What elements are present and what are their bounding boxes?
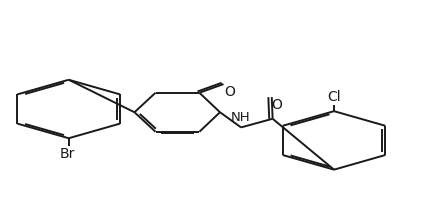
- Text: O: O: [224, 85, 235, 99]
- Text: Br: Br: [59, 147, 75, 161]
- Text: O: O: [271, 98, 282, 112]
- Text: NH: NH: [231, 111, 250, 124]
- Text: Cl: Cl: [327, 90, 341, 104]
